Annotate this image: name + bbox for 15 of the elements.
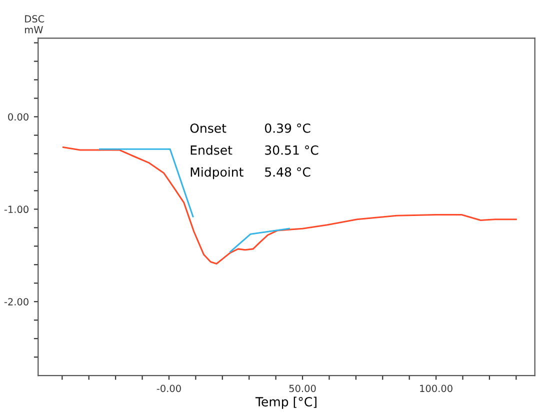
x-tick-label: -0.00 (156, 384, 181, 392)
y-tick-label: 0.00 (8, 113, 28, 121)
annotation: 5.48 °C (265, 167, 310, 177)
annotation: 30.51 °C (265, 145, 318, 155)
annotation: Midpoint (190, 167, 244, 180)
annotation: Endset (190, 145, 232, 155)
annotation: Onset (190, 123, 226, 133)
y-tick-label: -2.00 (4, 298, 28, 306)
x-axis-title: Temp [°C] (255, 396, 316, 409)
annotation: 0.39 °C (264, 123, 310, 133)
y-axis-title: DSC mW (25, 15, 44, 34)
line-series (62, 146, 517, 264)
x-tick-label: 100.00 (420, 384, 452, 392)
y-tick-label: -1.00 (4, 206, 28, 214)
x-tick-label: 50.00 (289, 384, 316, 392)
